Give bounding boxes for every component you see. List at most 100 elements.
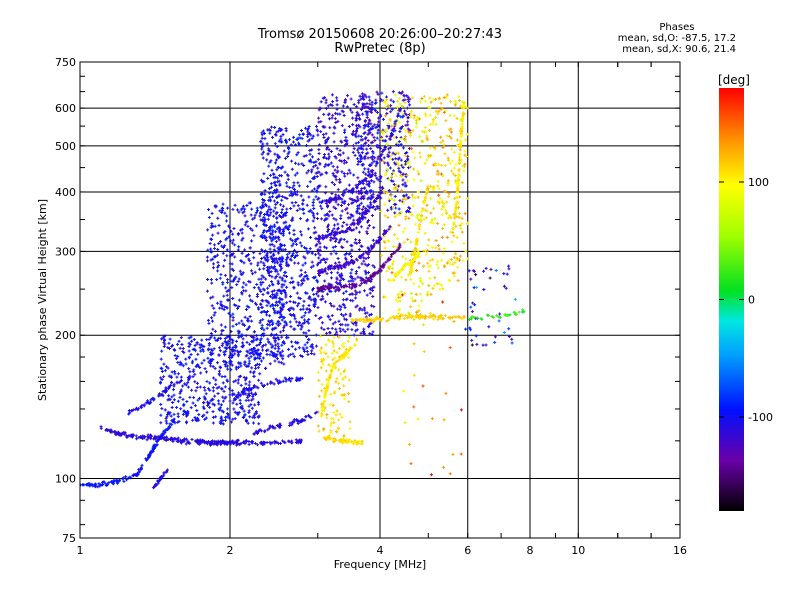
echo-point bbox=[258, 267, 262, 271]
echo-point bbox=[298, 241, 302, 245]
echo-point bbox=[416, 169, 420, 173]
echo-point bbox=[404, 129, 408, 133]
echo-point bbox=[217, 264, 221, 268]
x-tick-label: 16 bbox=[673, 544, 687, 557]
echo-point bbox=[151, 486, 155, 490]
echo-point bbox=[402, 240, 406, 244]
echo-point bbox=[358, 238, 362, 242]
echo-point bbox=[223, 244, 227, 248]
echo-point bbox=[461, 164, 465, 168]
echo-point bbox=[398, 102, 402, 106]
echo-point bbox=[265, 230, 269, 234]
echo-point bbox=[383, 139, 387, 143]
echo-point bbox=[342, 434, 346, 438]
echo-point bbox=[410, 296, 414, 300]
echo-point bbox=[284, 138, 288, 142]
echo-point bbox=[342, 237, 346, 241]
echo-point bbox=[301, 277, 305, 281]
echo-point bbox=[434, 239, 438, 243]
echo-point bbox=[277, 179, 281, 183]
echo-point bbox=[424, 252, 428, 256]
echo-point bbox=[462, 241, 466, 245]
echo-point bbox=[316, 251, 320, 255]
echo-point bbox=[317, 273, 321, 277]
echo-point bbox=[284, 321, 288, 325]
echo-point bbox=[256, 430, 260, 434]
echo-point bbox=[288, 193, 292, 197]
echo-point bbox=[355, 241, 359, 245]
echo-point bbox=[282, 243, 286, 247]
echo-point bbox=[315, 124, 319, 128]
echo-point bbox=[268, 294, 272, 298]
echo-point bbox=[384, 128, 388, 132]
echo-point bbox=[442, 265, 446, 269]
echo-point bbox=[273, 126, 277, 130]
echo-point bbox=[263, 430, 267, 434]
echo-point bbox=[163, 338, 167, 342]
echo-point bbox=[316, 289, 320, 293]
echo-point bbox=[356, 162, 360, 166]
echo-point bbox=[272, 296, 276, 300]
echo-point bbox=[236, 378, 240, 382]
echo-point bbox=[247, 259, 251, 263]
echo-point bbox=[402, 316, 406, 320]
echo-point bbox=[305, 350, 309, 354]
echo-point bbox=[261, 197, 265, 201]
echo-point bbox=[428, 96, 432, 100]
echo-point bbox=[129, 476, 133, 480]
echo-point bbox=[333, 154, 337, 158]
colorbar-tick-label: -100 bbox=[748, 411, 773, 424]
echo-point bbox=[303, 275, 307, 279]
echo-point bbox=[350, 268, 354, 272]
echo-point bbox=[195, 381, 199, 385]
echo-point bbox=[502, 272, 506, 276]
echo-point bbox=[367, 144, 371, 148]
echo-point bbox=[304, 291, 308, 295]
echo-point bbox=[211, 386, 215, 390]
echo-point bbox=[272, 352, 276, 356]
echo-point bbox=[290, 313, 294, 317]
echo-point bbox=[428, 258, 432, 262]
echo-point bbox=[320, 382, 324, 386]
echo-point bbox=[262, 228, 266, 232]
echo-point bbox=[372, 135, 376, 139]
echo-point bbox=[176, 415, 180, 419]
echo-point bbox=[275, 291, 279, 295]
echo-point bbox=[116, 481, 120, 485]
echo-point bbox=[284, 141, 288, 145]
echo-point bbox=[273, 426, 277, 430]
echo-point bbox=[338, 387, 342, 391]
echo-point bbox=[293, 239, 297, 243]
echo-point bbox=[332, 227, 336, 231]
echo-point bbox=[345, 318, 349, 322]
echo-point bbox=[167, 341, 171, 345]
echo-point bbox=[457, 161, 461, 165]
echo-point bbox=[332, 349, 336, 353]
echo-point bbox=[464, 138, 468, 142]
echo-point bbox=[189, 353, 193, 357]
echo-point bbox=[286, 152, 290, 156]
echo-point bbox=[271, 293, 275, 297]
echo-point bbox=[346, 172, 350, 176]
echo-point bbox=[376, 270, 380, 274]
echo-point bbox=[322, 153, 326, 157]
echo-point bbox=[192, 396, 196, 400]
echo-point bbox=[265, 326, 269, 330]
echo-point bbox=[345, 223, 349, 227]
echo-point bbox=[271, 195, 275, 199]
echo-point bbox=[411, 258, 415, 262]
echo-point bbox=[237, 331, 241, 335]
echo-point bbox=[329, 161, 333, 165]
echo-point bbox=[318, 235, 322, 239]
echo-point bbox=[192, 368, 196, 372]
echo-point bbox=[311, 276, 315, 280]
echo-point bbox=[309, 160, 313, 164]
echo-point bbox=[347, 263, 351, 267]
echo-point bbox=[293, 261, 297, 265]
echo-point bbox=[333, 223, 337, 227]
echo-point bbox=[402, 194, 406, 198]
echo-point bbox=[274, 202, 278, 206]
echo-point bbox=[206, 404, 210, 408]
echo-point bbox=[265, 291, 269, 295]
echo-point bbox=[335, 330, 339, 334]
